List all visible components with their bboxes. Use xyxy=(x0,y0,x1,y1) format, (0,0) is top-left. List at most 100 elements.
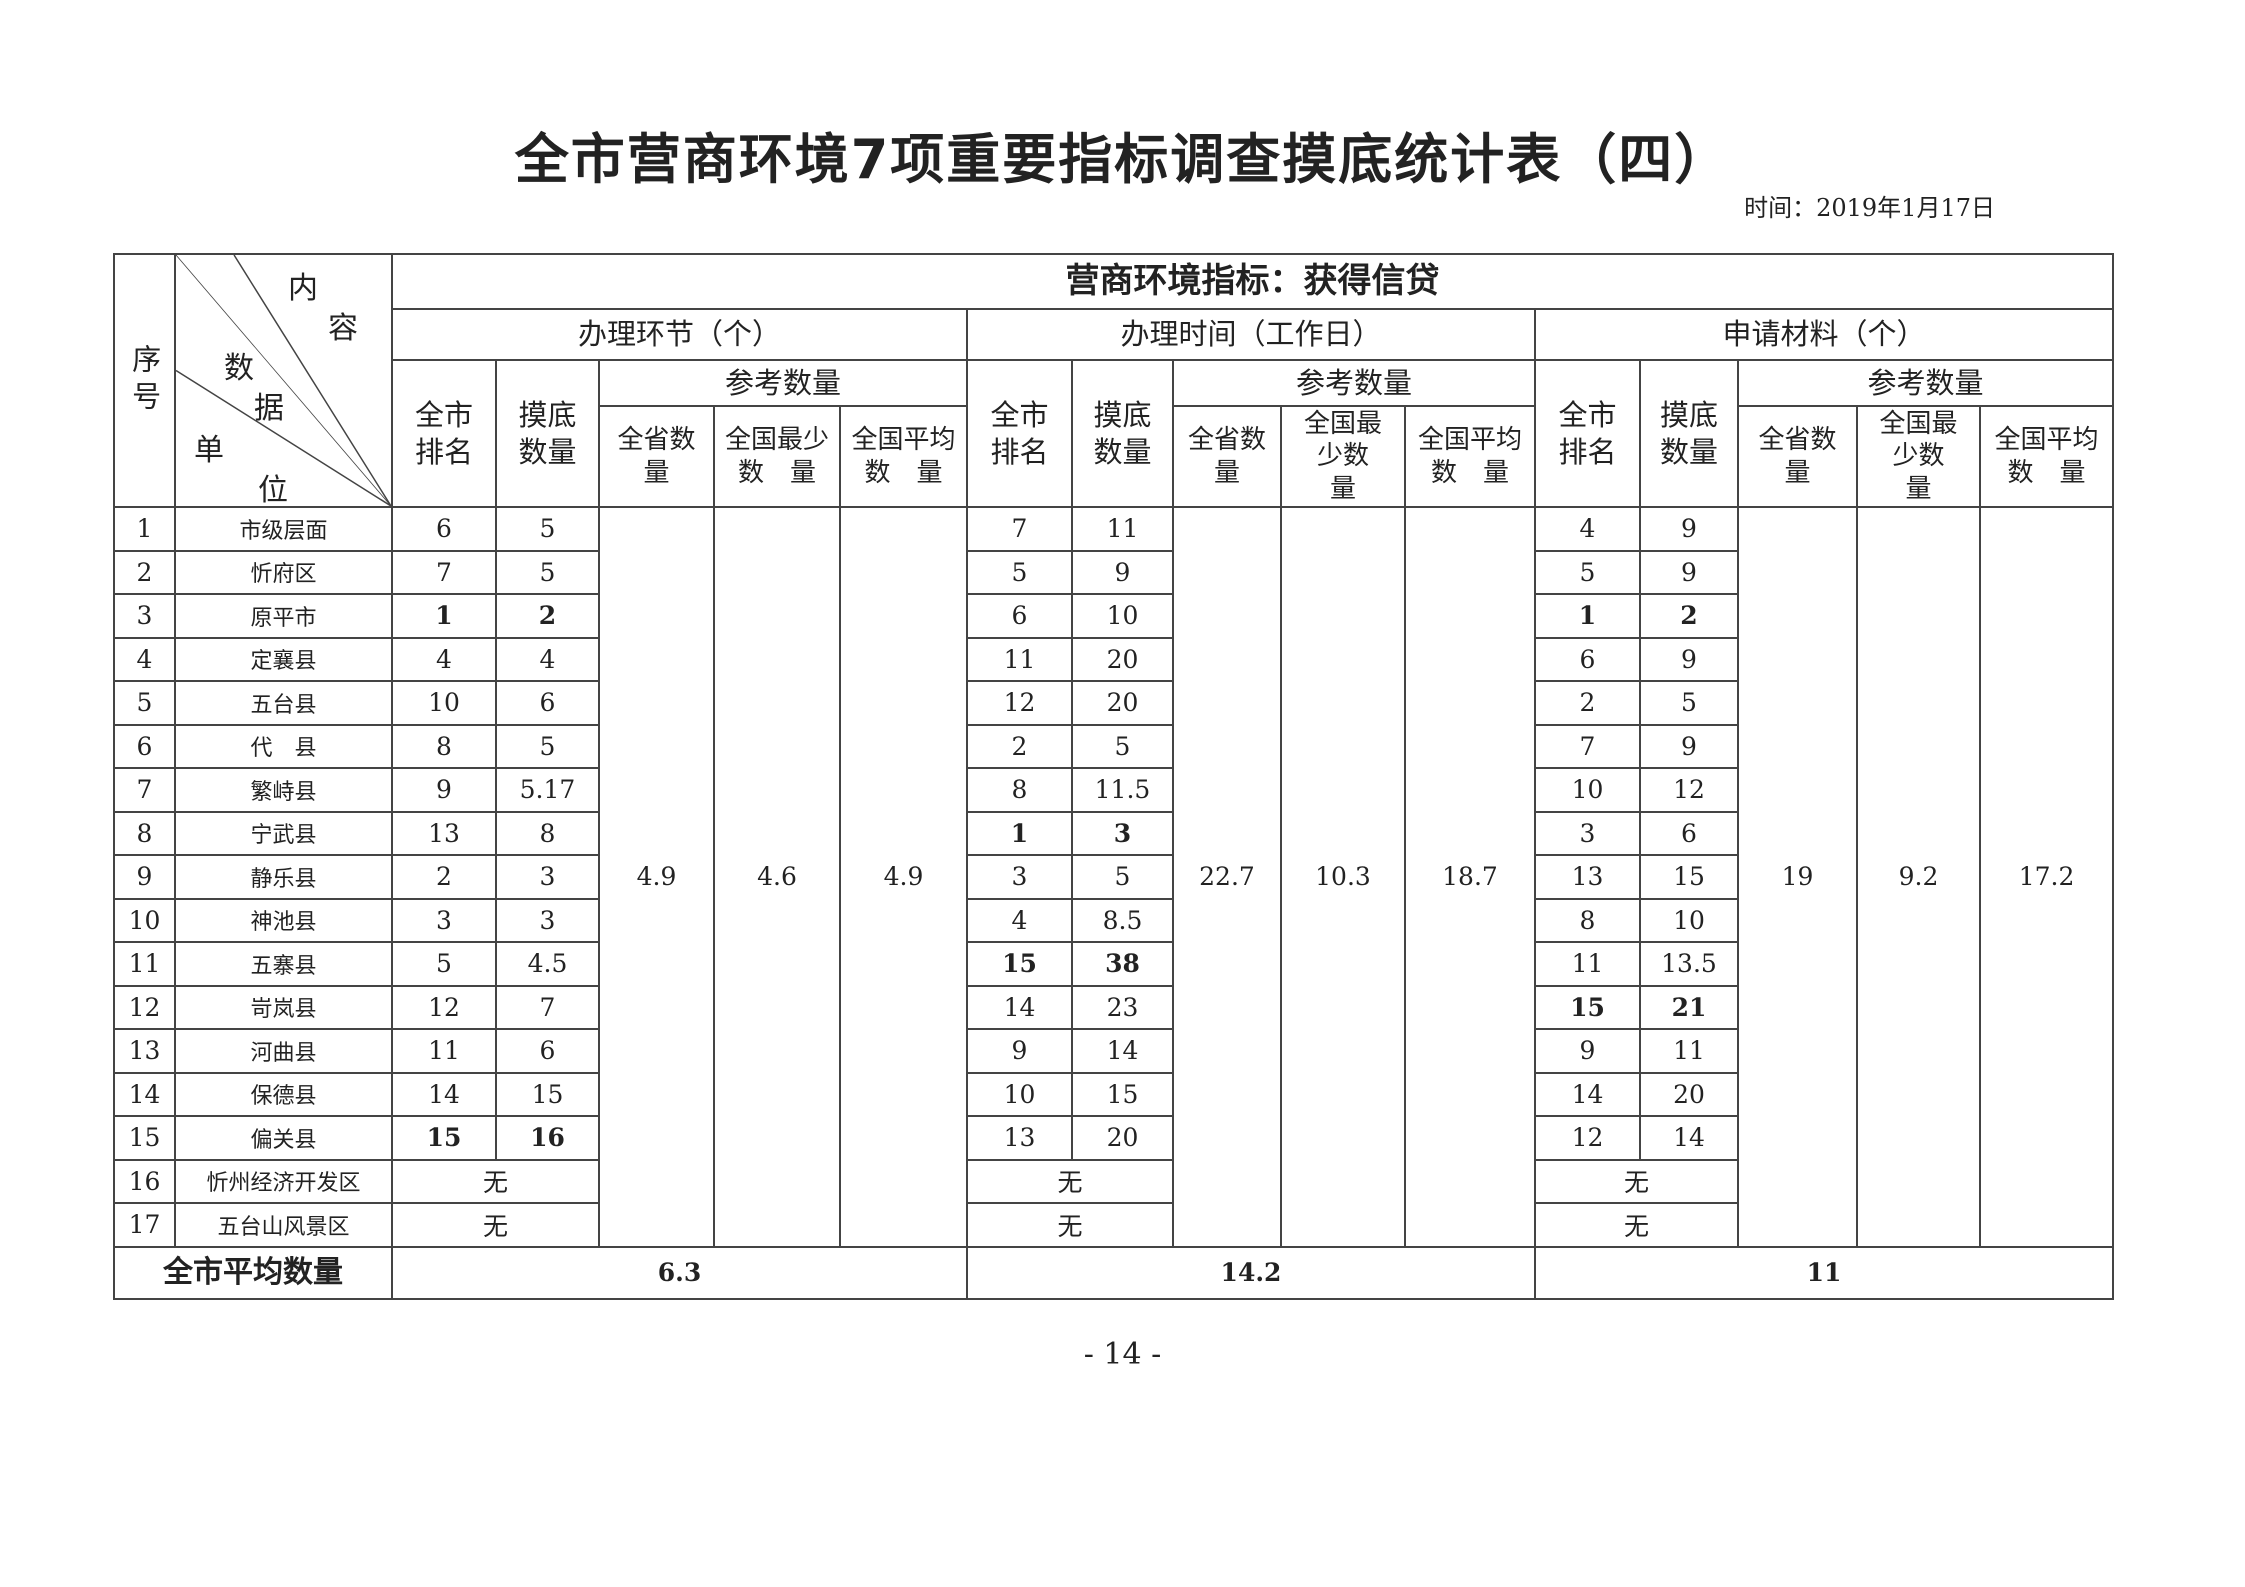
survey-count: 2 xyxy=(1639,593,1739,639)
row-number: 11 xyxy=(113,941,176,987)
city-rank: 4 xyxy=(966,897,1073,943)
city-rank: 12 xyxy=(1534,1115,1641,1161)
survey-count: 23 xyxy=(1071,984,1174,1030)
survey-count: 7 xyxy=(495,984,600,1030)
table-row: 13 河曲县 11 6 9 14 9 11 xyxy=(113,1028,2113,1074)
city-rank: 11 xyxy=(391,1028,497,1074)
survey-count: 10 xyxy=(1639,897,1739,943)
table-row: 11 五寨县 5 4.5 15 38 11 13.5 xyxy=(113,941,2113,987)
unit-name: 静乐县 xyxy=(174,854,393,900)
city-rank: 7 xyxy=(966,506,1073,552)
city-rank: 3 xyxy=(1534,810,1641,856)
city-rank: 10 xyxy=(1534,767,1641,813)
reference-national-min: 9.2 xyxy=(1856,506,1981,1248)
header-seq: 序号 xyxy=(113,253,176,508)
survey-count: 8 xyxy=(495,810,600,856)
header-count: 摸底数量 xyxy=(1071,359,1174,508)
unit-name: 原平市 xyxy=(174,593,393,639)
survey-count: 6 xyxy=(1639,810,1739,856)
header-national-min: 全国最少数 量 xyxy=(713,405,841,508)
document-title: 全市营商环境7项重要指标调查摸底统计表（四） xyxy=(514,128,1731,191)
city-rank: 11 xyxy=(1534,941,1641,987)
survey-count: 11 xyxy=(1639,1028,1739,1074)
survey-count: 3 xyxy=(495,854,600,900)
diagonal-lines xyxy=(176,255,391,506)
header-national-min: 全国最少数 量 xyxy=(1856,405,1981,508)
unit-name: 繁峙县 xyxy=(174,767,393,813)
diag-content-2: 容 xyxy=(328,311,358,346)
city-rank: 12 xyxy=(966,680,1073,726)
city-rank: 3 xyxy=(391,897,497,943)
header-count: 摸底数量 xyxy=(495,359,600,508)
table-row: 3 原平市 1 2 6 10 1 2 xyxy=(113,593,2113,639)
diag-content-1: 内 xyxy=(288,271,318,306)
row-number: 2 xyxy=(113,549,176,595)
reference-province: 4.9 xyxy=(598,506,715,1248)
row-number: 1 xyxy=(113,506,176,552)
table-row: 5 五台县 10 6 12 20 2 5 xyxy=(113,680,2113,726)
unit-name: 市级层面 xyxy=(174,506,393,552)
row-number: 5 xyxy=(113,680,176,726)
city-rank: 7 xyxy=(391,549,497,595)
city-rank: 5 xyxy=(391,941,497,987)
header-province: 全省数量 xyxy=(1737,405,1858,508)
survey-count: 12 xyxy=(1639,767,1739,813)
total-label: 全市平均数量 xyxy=(113,1245,393,1300)
row-number: 13 xyxy=(113,1028,176,1074)
diag-data-2: 据 xyxy=(254,391,284,426)
survey-count: 4 xyxy=(495,636,600,682)
reference-national-min: 10.3 xyxy=(1280,506,1406,1248)
row-number: 17 xyxy=(113,1202,176,1248)
survey-count: 20 xyxy=(1071,1115,1174,1161)
not-applicable: 无 xyxy=(966,1202,1174,1248)
survey-count: 16 xyxy=(495,1115,600,1161)
survey-count: 15 xyxy=(1639,854,1739,900)
survey-count: 15 xyxy=(495,1071,600,1117)
city-rank: 1 xyxy=(966,810,1073,856)
city-rank: 4 xyxy=(391,636,497,682)
city-rank: 5 xyxy=(966,549,1073,595)
survey-count: 14 xyxy=(1071,1028,1174,1074)
reference-national-avg: 17.2 xyxy=(1978,506,2115,1248)
city-rank: 7 xyxy=(1534,723,1641,769)
city-rank: 1 xyxy=(1534,593,1641,639)
row-number: 6 xyxy=(113,723,176,769)
table-row: 15 偏关县 15 16 13 20 12 14 xyxy=(113,1115,2113,1161)
unit-name: 五台县 xyxy=(174,680,393,726)
header-reference: 参考数量 xyxy=(598,359,968,407)
header-province: 全省数量 xyxy=(598,405,715,508)
table-row: 10 神池县 3 3 4 8.5 8 10 xyxy=(113,897,2113,943)
reference-province: 19 xyxy=(1737,506,1858,1248)
row-number: 10 xyxy=(113,897,176,943)
city-rank: 5 xyxy=(1534,549,1641,595)
survey-count: 8.5 xyxy=(1071,897,1174,943)
city-rank: 15 xyxy=(391,1115,497,1161)
survey-count: 15 xyxy=(1071,1071,1174,1117)
survey-count: 9 xyxy=(1639,506,1739,552)
survey-count: 6 xyxy=(495,680,600,726)
city-rank: 8 xyxy=(391,723,497,769)
city-rank: 10 xyxy=(966,1071,1073,1117)
unit-name: 宁武县 xyxy=(174,810,393,856)
reference-national-avg: 4.9 xyxy=(839,506,968,1248)
header-rank: 全市排名 xyxy=(966,359,1073,508)
unit-name: 神池县 xyxy=(174,897,393,943)
survey-count: 5.17 xyxy=(495,767,600,813)
survey-count: 20 xyxy=(1639,1071,1739,1117)
city-rank: 8 xyxy=(966,767,1073,813)
city-rank: 9 xyxy=(391,767,497,813)
city-rank: 2 xyxy=(966,723,1073,769)
unit-name: 保德县 xyxy=(174,1071,393,1117)
table-row: 8 宁武县 13 8 1 3 3 6 xyxy=(113,810,2113,856)
header-national-avg: 全国平均数 量 xyxy=(1978,405,2115,508)
survey-count: 4.5 xyxy=(495,941,600,987)
city-rank: 13 xyxy=(966,1115,1073,1161)
survey-count: 5 xyxy=(1071,854,1174,900)
city-rank: 15 xyxy=(966,941,1073,987)
reference-national-min: 4.6 xyxy=(713,506,841,1248)
survey-count: 11.5 xyxy=(1071,767,1174,813)
survey-count: 5 xyxy=(495,549,600,595)
city-average-2: 11 xyxy=(1533,1245,2115,1300)
not-applicable: 无 xyxy=(1534,1202,1739,1248)
